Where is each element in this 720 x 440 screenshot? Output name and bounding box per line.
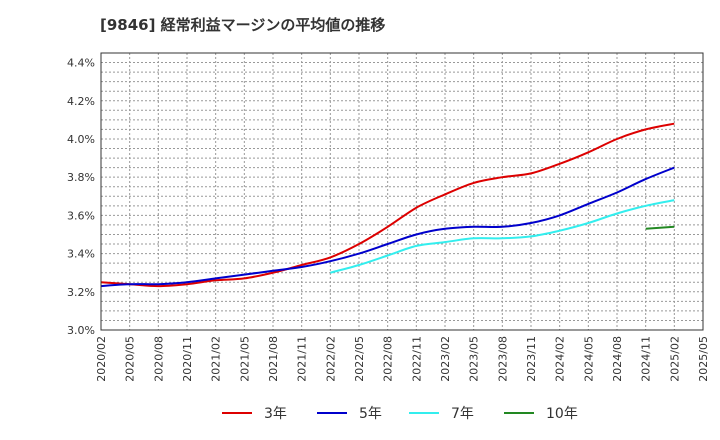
x-tick-label: 2020/11 [181,336,194,382]
x-tick-label: 2023/11 [525,336,538,382]
x-tick-label: 2022/08 [382,336,395,382]
x-tick-label: 2023/05 [468,336,481,382]
x-tick-label: 2024/02 [554,336,567,382]
grid-lines [100,52,704,331]
legend-label-3年: 3年 [264,406,287,422]
x-tick-label: 2022/11 [410,336,423,382]
series-line-10年 [645,225,675,230]
y-axis-ticks: 3.0% 3.2% 3.4% 3.6% 3.8% 4.0% 4.2% 4.4% [67,57,95,337]
x-tick-label: 2023/02 [439,336,452,382]
y-tick-label: 4.4% [67,57,95,70]
series-line-5年 [100,166,675,288]
x-tick-label: 2024/05 [582,336,595,382]
plot-frame [100,52,704,331]
y-tick-label: 4.2% [67,95,95,108]
x-tick-label: 2024/11 [640,336,653,382]
y-tick-label: 4.0% [67,133,95,146]
legend-label-7年: 7年 [451,406,474,422]
x-tick-label: 2024/08 [611,336,624,382]
x-tick-label: 2021/08 [267,336,280,382]
y-tick-label: 3.2% [67,286,95,299]
x-tick-label: 2025/02 [668,336,681,382]
x-axis-ticks: 2020/02 2020/05 2020/08 2020/11 2021/02 2021/… [95,336,710,382]
x-tick-label: 2021/11 [296,336,309,382]
x-tick-label: 2025/05 [697,336,710,382]
series-line-3年 [100,122,675,288]
chart-title: [9846] 経常利益マージンの平均値の推移 [100,16,386,34]
x-tick-label: 2021/05 [238,336,251,382]
legend-label-5年: 5年 [359,406,382,422]
series-lines [100,122,675,288]
x-tick-label: 2023/08 [496,336,509,382]
x-tick-label: 2020/02 [95,336,108,382]
y-tick-label: 3.8% [67,171,95,184]
x-tick-label: 2022/05 [353,336,366,382]
x-tick-label: 2020/05 [124,336,137,382]
x-tick-label: 2021/02 [210,336,223,382]
x-tick-label: 2022/02 [324,336,337,382]
legend-label-10年: 10年 [546,406,578,422]
x-tick-label: 2020/08 [152,336,165,382]
y-tick-label: 3.4% [67,248,95,261]
y-tick-label: 3.0% [67,324,95,337]
series-line-7年 [330,199,675,274]
legend: 3年 5年 7年 10年 [222,406,578,422]
y-tick-label: 3.6% [67,209,95,222]
